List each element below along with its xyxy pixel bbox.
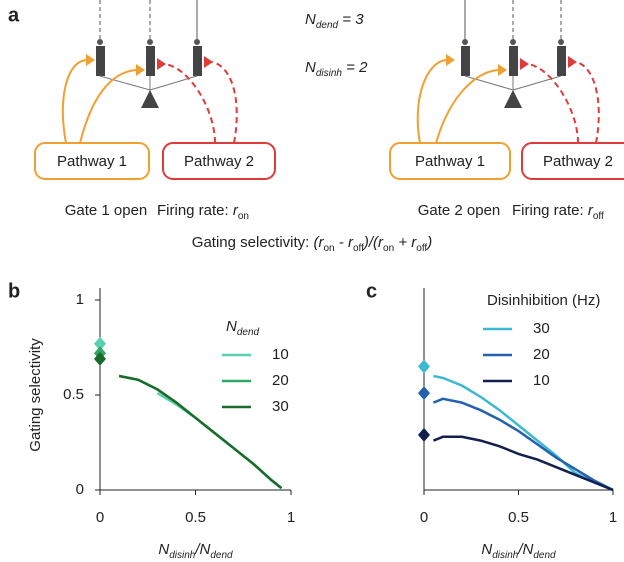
text-part: N xyxy=(226,318,237,335)
diamond-marker xyxy=(418,386,430,401)
text-part: disinh xyxy=(169,550,196,561)
legend-title: Disinhibition (Hz) xyxy=(487,292,600,309)
neuron-diagram xyxy=(389,0,624,180)
x-tick-label: 0.5 xyxy=(508,509,529,526)
rate-label: Firing rate: roff xyxy=(512,202,604,222)
text-part: r xyxy=(233,202,239,219)
text-part: off xyxy=(593,211,604,222)
diamond-marker xyxy=(418,427,430,442)
panel-label: c xyxy=(366,280,377,302)
diamond-marker xyxy=(94,336,106,351)
text-part: Firing rate: xyxy=(512,202,588,219)
x-tick-label: 0 xyxy=(96,509,104,526)
text-part: - r xyxy=(335,234,354,251)
gate-label: Gate 2 open xyxy=(418,202,501,219)
pathway-label: Pathway 1 xyxy=(57,153,127,170)
text-part: on xyxy=(383,243,394,254)
text-part: dend xyxy=(210,550,233,561)
text-part: + r xyxy=(394,234,417,251)
x-tick-label: 0 xyxy=(420,509,428,526)
text-part: /N xyxy=(194,541,210,558)
legend-label: 30 xyxy=(272,398,289,415)
x-axis-label: Ndisinh/Ndend xyxy=(481,541,556,561)
panel-label: b xyxy=(8,280,20,302)
x-axis-label: Ndisinh/Ndend xyxy=(158,541,233,561)
text-part: )/(r xyxy=(362,234,384,251)
text-part: off xyxy=(416,243,427,254)
text-part: Disinhibition (Hz) xyxy=(487,292,600,309)
gate-label: Gate 1 open xyxy=(65,202,148,219)
x-tick-label: 0.5 xyxy=(185,509,206,526)
text-part: = 3 xyxy=(338,11,364,28)
rate-label: Firing rate: ron xyxy=(157,202,249,222)
text-part: /N xyxy=(517,541,533,558)
text-part: on xyxy=(324,243,335,254)
panel-label: a xyxy=(8,4,20,26)
legend-title: Ndend xyxy=(226,318,260,338)
legend-label: 10 xyxy=(533,372,550,389)
series-line xyxy=(432,435,614,492)
series-line xyxy=(118,374,283,490)
text-part: = 2 xyxy=(342,59,368,76)
text-part: N xyxy=(481,541,492,558)
y-axis-label: Gating selectivity xyxy=(27,338,44,452)
text-part: dend xyxy=(533,550,556,561)
text-part: ) xyxy=(425,234,432,251)
series-line xyxy=(118,374,283,490)
y-tick-label: 0.5 xyxy=(63,386,84,403)
neuron-diagram xyxy=(34,0,276,180)
text-part: disinh xyxy=(492,550,519,561)
legend-label: 10 xyxy=(272,346,289,363)
diamond-marker xyxy=(418,359,430,374)
text-part: N xyxy=(305,11,316,28)
pathway-label: Pathway 2 xyxy=(543,153,613,170)
text-part: Gating selectivity: xyxy=(192,234,314,251)
diamond-marker xyxy=(94,351,106,366)
legend-label: 20 xyxy=(272,372,289,389)
text-part: dend xyxy=(316,20,339,31)
text-part: off xyxy=(353,243,364,254)
series-line xyxy=(432,397,614,492)
text-part: Firing rate: xyxy=(157,202,233,219)
formula: Gating selectivity: (ron - roff)/(ron + … xyxy=(192,234,432,254)
y-tick-label: 1 xyxy=(76,291,84,308)
x-tick-label: 1 xyxy=(609,509,617,526)
text-part: N xyxy=(305,59,316,76)
text-part: (r xyxy=(314,234,325,251)
pathway-label: Pathway 1 xyxy=(415,153,485,170)
y-tick-label: 0 xyxy=(76,481,84,498)
text-part: disinh xyxy=(316,68,343,79)
text-part: r xyxy=(588,202,594,219)
legend-label: 30 xyxy=(533,320,550,337)
legend-label: 20 xyxy=(533,346,550,363)
x-tick-label: 1 xyxy=(287,509,295,526)
text-part: dend xyxy=(237,327,260,338)
param: Ndisinh = 2 xyxy=(305,59,368,79)
pathway-label: Pathway 2 xyxy=(184,153,254,170)
text-part: on xyxy=(238,211,249,222)
param: Ndend = 3 xyxy=(305,11,364,31)
text-part: N xyxy=(158,541,169,558)
